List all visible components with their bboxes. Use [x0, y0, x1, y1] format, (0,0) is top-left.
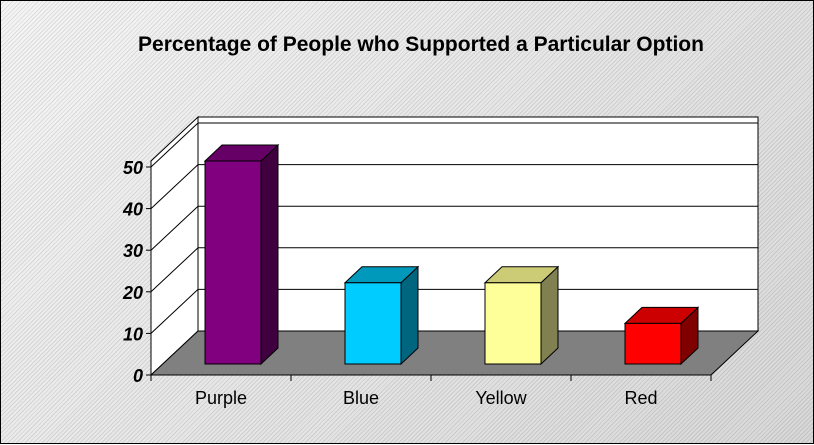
bar-side [260, 143, 279, 366]
chart-title: Percentage of People who Supported a Par… [138, 33, 704, 56]
bar-side [400, 265, 419, 366]
x-tick-label: Yellow [475, 388, 527, 408]
bar-front [344, 282, 402, 365]
x-tick-label: Red [624, 388, 657, 408]
y-tick-label: 20 [122, 283, 143, 303]
bar-purple [203, 143, 280, 366]
bar-front [624, 322, 682, 365]
x-tick-label: Blue [343, 388, 379, 408]
bar-front [484, 282, 542, 365]
bar-front [204, 160, 262, 365]
y-tick-label: 50 [123, 158, 143, 178]
y-tick-label: 40 [122, 200, 143, 220]
gridline [150, 205, 758, 251]
gridline [150, 164, 758, 209]
bar-yellow [483, 265, 560, 366]
side-wall [150, 115, 199, 377]
floor [149, 330, 760, 376]
bar-red [623, 306, 700, 366]
bar-blue [343, 265, 420, 366]
gridline [150, 288, 758, 334]
bar-side [540, 265, 559, 366]
y-tick-label: 10 [123, 324, 143, 344]
y-tick-label: 0 [133, 366, 143, 386]
x-tick-label: Purple [195, 388, 247, 408]
back-wall [197, 116, 759, 332]
y-tick-label: 30 [123, 241, 143, 261]
gridline [150, 247, 758, 293]
gridline [150, 122, 758, 168]
